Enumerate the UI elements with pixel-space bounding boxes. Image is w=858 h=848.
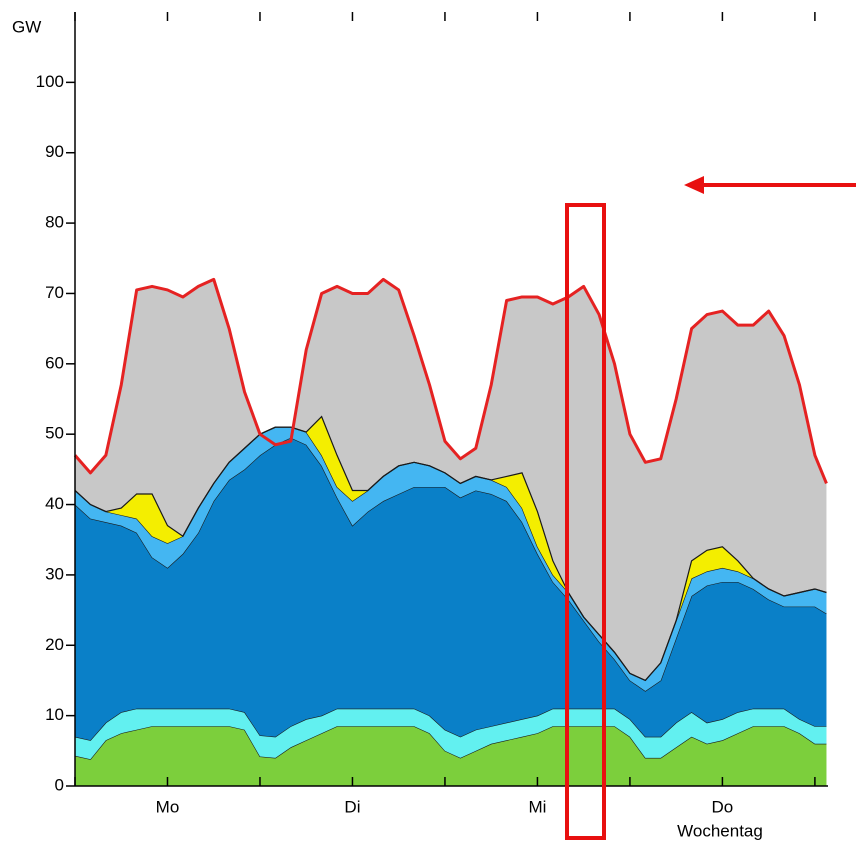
load-line xyxy=(73,277,828,485)
y-axis-label: GW xyxy=(12,17,41,36)
stack-area xyxy=(75,726,827,786)
y-tick-label: 10 xyxy=(45,705,64,724)
y-tick-label: 100 xyxy=(36,72,64,91)
y-tick-label: 50 xyxy=(45,424,64,443)
stack-edge xyxy=(74,725,827,760)
x-tick-label: Do xyxy=(712,797,734,816)
stack-area xyxy=(75,437,827,741)
highlight-box xyxy=(565,203,606,840)
y-tick-label: 30 xyxy=(45,564,64,583)
x-axis-label: Wochentag xyxy=(677,821,763,840)
x-tick-label: Mi xyxy=(528,797,546,816)
x-tick-label: Mo xyxy=(156,797,180,816)
stack-area xyxy=(75,708,827,760)
arrow-head xyxy=(684,176,704,194)
stack-edge xyxy=(74,415,827,682)
plot-area xyxy=(73,277,828,786)
y-tick-label: 70 xyxy=(45,283,64,302)
y-tick-label: 40 xyxy=(45,494,64,513)
y-tick-label: 0 xyxy=(55,775,64,794)
x-tick-label: Di xyxy=(344,797,360,816)
y-tick-label: 90 xyxy=(45,142,64,161)
y-tick-label: 20 xyxy=(45,635,64,654)
y-tick-label: 60 xyxy=(45,353,64,372)
y-tick-label: 80 xyxy=(45,213,64,232)
stack-area xyxy=(75,427,827,692)
